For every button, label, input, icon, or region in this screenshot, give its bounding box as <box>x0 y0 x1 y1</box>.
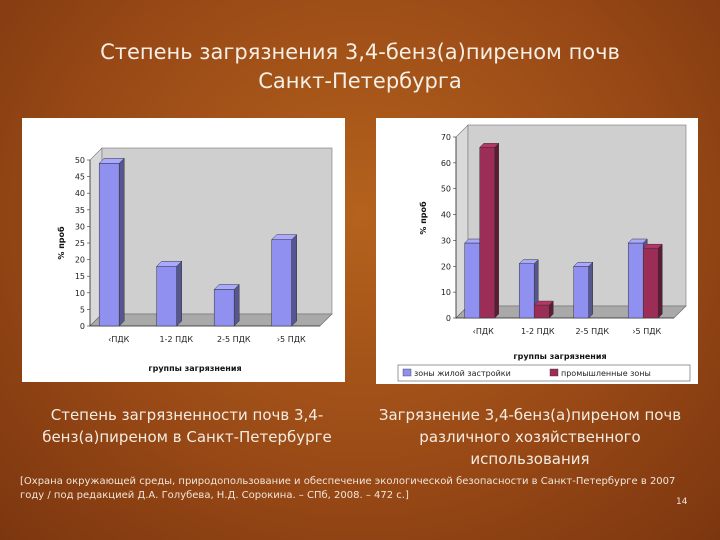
y-tick-label: 60 <box>441 159 451 168</box>
y-tick-label: 70 <box>441 133 451 142</box>
y-tick-label: 20 <box>441 262 451 271</box>
y-tick-label: 20 <box>75 256 85 265</box>
y-tick-label: 50 <box>441 185 451 194</box>
bar-front <box>98 163 120 327</box>
source-citation: [Охрана окружающей среды, природопользов… <box>20 476 676 501</box>
bar-side <box>233 283 240 327</box>
x-tick-label: ›5 ПДК <box>632 327 661 336</box>
x-tick-label: 1-2 ПДК <box>159 335 193 344</box>
bar-front <box>518 263 535 319</box>
bar-side <box>118 157 125 327</box>
slide-title-line2: Санкт-Петербурга <box>258 69 462 93</box>
y-axis-title: % проб <box>418 201 428 235</box>
bar-side <box>588 261 593 319</box>
bar-top <box>271 234 298 240</box>
bar-front <box>627 242 644 319</box>
chart-right: 0 10 20 30 40 50 60 70 ‹ПДК 1-2 ПДК 2-5 ПДК ›5 ПДК г… <box>397 124 691 382</box>
bar-front <box>642 247 659 319</box>
y-tick-label: 0 <box>80 322 85 331</box>
slide-title-line1: Степень загрязнения 3,4-бенз(а)пиреном п… <box>100 40 620 64</box>
y-tick-label: 30 <box>75 222 85 231</box>
bar-front <box>464 242 480 319</box>
legend-swatch <box>402 368 412 377</box>
bar-front <box>533 304 550 319</box>
legend-entry: зоны жилой застройки <box>414 369 511 378</box>
bar-top <box>533 300 554 306</box>
x-axis-title: группы загрязнения <box>513 352 606 361</box>
y-tick-label: 30 <box>441 236 451 245</box>
bar-top <box>627 238 648 244</box>
y-tick-label: 15 <box>75 272 85 281</box>
bar-top <box>479 143 500 148</box>
caption-left: Степень загрязненности почв 3,4-бенз(а)п… <box>42 406 332 446</box>
x-axis-title: группы загрязнения <box>148 364 241 373</box>
x-tick-label: ‹ПДК <box>473 327 494 336</box>
bar-top <box>213 284 240 290</box>
bar-top <box>156 260 183 267</box>
y-tick-label: 40 <box>441 211 451 220</box>
legend-box <box>397 364 691 382</box>
bar-top <box>518 259 539 264</box>
x-tick-label: 2-5 ПДК <box>217 335 251 344</box>
bar-side <box>494 142 499 319</box>
chart-right-panel: 0 10 20 30 40 50 60 70 ‹ПДК 1-2 ПДК 2-5 ПДК ›5 ПДК г… <box>376 118 698 384</box>
x-tick-label: ‹ПДК <box>108 335 129 344</box>
x-tick-label: ›5 ПДК <box>277 335 306 344</box>
bar-front <box>479 147 495 319</box>
y-tick-label: 50 <box>75 156 85 165</box>
y-tick-label: 40 <box>75 189 85 198</box>
y-tick-label: 5 <box>80 305 85 314</box>
chart-left: 0 5 10 15 20 25 30 35 40 45 50 ‹ПДК 1-2 ПДК 2-5 ПДК ›5… <box>56 147 333 373</box>
page-number: 14 <box>676 497 688 507</box>
bar-top <box>98 158 125 164</box>
bar-front <box>271 239 292 327</box>
x-tick-label: 1-2 ПДК <box>521 327 555 336</box>
y-axis-title: % проб <box>56 226 66 260</box>
y-tick-label: 10 <box>441 288 451 297</box>
x-tick-label: 2-5 ПДК <box>575 327 609 336</box>
slide-title: Степень загрязнения 3,4-бенз(а)пиреном п… <box>60 38 660 96</box>
bar-side <box>176 260 182 327</box>
legend-entry: промышленные зоны <box>561 369 651 378</box>
y-tick-label: 0 <box>446 314 451 323</box>
bar-top <box>573 262 594 267</box>
bar-front <box>156 265 177 327</box>
chart-left-panel: 0 5 10 15 20 25 30 35 40 45 50 ‹ПДК 1-2 ПДК 2-5 ПДК ›5… <box>22 118 345 382</box>
bar-front <box>213 289 235 327</box>
y-tick-label: 45 <box>75 173 85 182</box>
caption-right: Загрязнение 3,4-бенз(а)пиреном почв разл… <box>378 406 682 468</box>
bar-front <box>573 266 589 319</box>
bar-side <box>657 243 663 319</box>
y-tick-label: 35 <box>75 206 85 215</box>
y-tick-label: 25 <box>75 239 85 248</box>
bar-top <box>642 243 663 249</box>
legend-swatch <box>549 368 559 377</box>
bar-side <box>291 234 297 327</box>
y-tick-label: 10 <box>75 289 85 298</box>
